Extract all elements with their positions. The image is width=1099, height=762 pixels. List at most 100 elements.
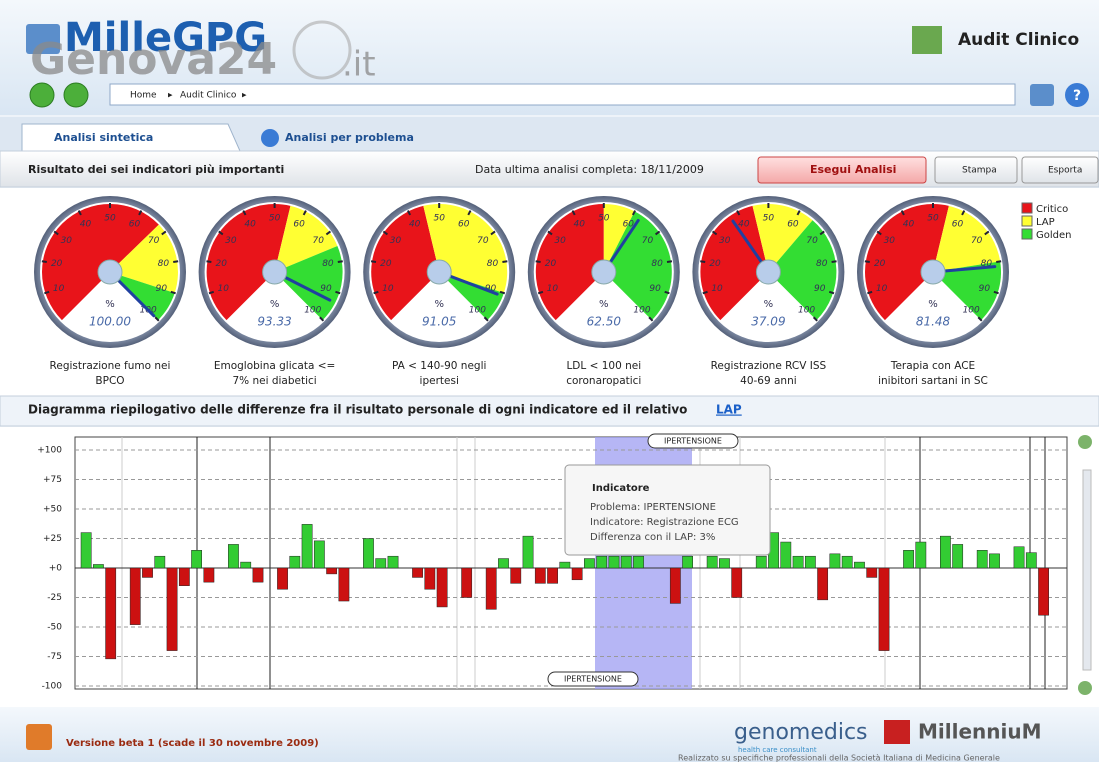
zoom-out[interactable]	[1078, 681, 1092, 695]
gauge-hub	[592, 260, 616, 284]
gauge-tick-label: 50	[763, 214, 775, 224]
bar	[989, 554, 999, 568]
bar	[633, 556, 643, 568]
gauge-label: Terapia con ACE	[890, 360, 975, 372]
bar	[277, 568, 287, 589]
gauge-value: 91.05	[422, 315, 456, 329]
gauge-value: 93.33	[257, 315, 291, 329]
gauge-tick-label: 40	[80, 219, 92, 229]
gauge-tick-label: 10	[382, 284, 394, 294]
page: { "header": {"logo": "MilleGPG", "waterm…	[0, 0, 1099, 762]
gauge-tick-label: 20	[51, 259, 63, 269]
toolbar-title: Risultato dei sei indicatori più importa…	[28, 163, 284, 176]
gauge-tick-label: 100	[304, 306, 321, 316]
app-icon	[912, 26, 942, 54]
bar	[1038, 568, 1048, 615]
zoom-in[interactable]	[1078, 435, 1092, 449]
tab-label[interactable]: Analisi sintetica	[54, 131, 153, 144]
gauge-unit: %	[599, 299, 609, 310]
bar	[547, 568, 557, 583]
highlight-label: IPERTENSIONE	[564, 675, 622, 684]
gauge-tick-label: 80	[651, 259, 663, 269]
gauge-tick	[832, 261, 837, 262]
gauge-value: 37.09	[751, 315, 785, 329]
bar	[707, 556, 717, 568]
bar	[560, 562, 570, 568]
bar	[879, 568, 889, 651]
gauge-tick	[173, 261, 178, 262]
bar	[572, 568, 582, 580]
legend-label: Golden	[1036, 230, 1071, 241]
gauge-tick-label: 60	[129, 219, 141, 229]
bar	[781, 542, 791, 568]
section-link[interactable]: LAP	[716, 403, 742, 417]
gauge-tick-label: 10	[53, 284, 65, 294]
tooltip-line: Differenza con il LAP: 3%	[590, 532, 715, 543]
breadcrumb-item[interactable]: Home	[130, 91, 157, 101]
breadcrumb-sep: ▸	[242, 91, 247, 101]
gauge-tick	[536, 261, 541, 262]
gauge-tick-label: 20	[545, 259, 557, 269]
gauge-tick-label: 60	[458, 219, 470, 229]
gauge-value: 62.50	[587, 315, 622, 329]
bar	[412, 568, 422, 577]
tooltip-line: Problema: IPERTENSIONE	[590, 502, 716, 513]
gauge-tick-label: 90	[649, 284, 661, 294]
bar	[437, 568, 447, 607]
gauge-tick-label: 30	[884, 236, 896, 246]
bar	[142, 568, 152, 577]
gauge-tick	[502, 261, 507, 262]
y-tick-label: +0	[49, 564, 63, 574]
gauge-tick-label: 90	[814, 284, 826, 294]
gauge-label: ipertesi	[420, 375, 459, 387]
gauge-tick-label: 10	[547, 284, 559, 294]
tab-label[interactable]: Analisi per problema	[285, 131, 414, 144]
bar	[155, 556, 165, 568]
gauge-tick-label: 50	[927, 214, 939, 224]
gauge-unit: %	[928, 299, 938, 310]
gauge-label: 40-69 anni	[740, 375, 797, 387]
bar	[191, 550, 201, 568]
button-label[interactable]: Esegui Analisi	[810, 163, 896, 176]
brand: MillenniuM	[918, 720, 1042, 744]
version-text: Versione beta 1 (scade il 30 novembre 20…	[66, 738, 319, 749]
button-label[interactable]: Stampa	[962, 166, 997, 176]
watermark: Genova24	[30, 34, 277, 85]
bar	[670, 568, 680, 603]
bar	[756, 556, 766, 568]
screen: MilleGPG Genova24 .it Audit Clinico Home…	[0, 0, 1099, 762]
bar	[167, 568, 177, 651]
brand-icon	[884, 720, 910, 744]
gauge-tick	[338, 261, 343, 262]
gauge-tick-label: 30	[719, 236, 731, 246]
gauge-tick-label: 70	[971, 236, 983, 246]
gauge-tick-label: 70	[313, 236, 325, 246]
forward-button[interactable]	[64, 83, 88, 107]
gauge-tick-label: 30	[554, 236, 566, 246]
bar	[253, 568, 263, 582]
gauge-tick-label: 100	[469, 306, 486, 316]
bar	[388, 556, 398, 568]
bar	[830, 554, 840, 568]
bar	[1014, 547, 1024, 568]
gauge-tick-label: 100	[633, 306, 650, 316]
bar	[81, 533, 91, 568]
bar	[498, 559, 508, 568]
gauge-tick-label: 20	[216, 259, 228, 269]
gauge-tick-label: 20	[874, 259, 886, 269]
gauge-hub	[263, 260, 287, 284]
gauge-hub	[921, 260, 945, 284]
gauge-tick-label: 90	[156, 284, 168, 294]
back-button[interactable]	[30, 83, 54, 107]
gauge-tick-label: 20	[709, 259, 721, 269]
zoom-slider[interactable]	[1083, 470, 1091, 670]
home-icon[interactable]	[1030, 84, 1054, 106]
gauge-tick-label: 40	[244, 219, 256, 229]
bar	[597, 556, 607, 568]
legend-swatch	[1022, 229, 1032, 239]
gauge-tick-label: 60	[787, 219, 799, 229]
breadcrumb-item[interactable]: Audit Clinico	[180, 91, 237, 101]
y-tick-label: +75	[43, 475, 62, 485]
bar	[818, 568, 828, 600]
button-label[interactable]: Esporta	[1048, 166, 1082, 176]
